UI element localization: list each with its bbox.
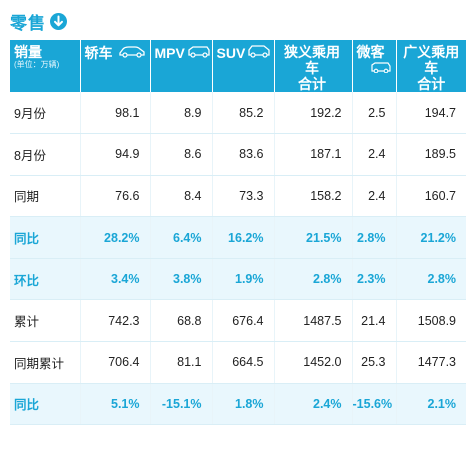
table-cell: 94.9 xyxy=(80,133,151,176)
sales-table: 销量 (单位：万辆) 轿车 MPV xyxy=(10,40,466,426)
header-narrow-total-line2: 合计 xyxy=(298,76,326,92)
row-label: 同期累计 xyxy=(10,341,81,384)
table-cell: 1452.0 xyxy=(274,341,353,384)
table-cell: 98.1 xyxy=(80,92,151,135)
header-narrow-total-line1: 狭义乘用车 xyxy=(284,44,340,76)
table-cell: 194.7 xyxy=(396,92,466,135)
row-label: 8月份 xyxy=(10,133,81,176)
header-unit: (单位：万辆) xyxy=(14,60,60,69)
header-narrow-total: 狭义乘用车 合计 xyxy=(274,40,353,92)
title-text: 零售 xyxy=(10,13,46,33)
table-cell: 1.8% xyxy=(212,383,275,426)
row-label: 同比 xyxy=(10,383,81,426)
table-cell: 2.4 xyxy=(352,175,397,218)
table-row: 同比 5.1% -15.1% 1.8% 2.4% -15.6% 2.1% xyxy=(10,383,466,426)
table-cell: 1.9% xyxy=(212,258,275,301)
table-cell: 2.5 xyxy=(352,92,397,135)
table-header-row: 销量 (单位：万辆) 轿车 MPV xyxy=(10,40,466,92)
table-cell: 2.8% xyxy=(352,216,397,259)
header-sales: 销量 (单位：万辆) xyxy=(10,40,81,92)
table-cell: 2.3% xyxy=(352,258,397,301)
table-cell: 2.4 xyxy=(352,133,397,176)
table-cell: 664.5 xyxy=(212,341,275,384)
table-cell: 742.3 xyxy=(80,299,151,343)
table-row: 环比 3.4% 3.8% 1.9% 2.8% 2.3% 2.8% xyxy=(10,258,466,301)
table-cell: 5.1% xyxy=(80,383,151,426)
table-cell: 73.3 xyxy=(212,175,275,218)
row-label: 同期 xyxy=(10,175,81,218)
row-label: 9月份 xyxy=(10,92,81,135)
table-row: 累计 742.3 68.8 676.4 1487.5 21.4 1508.9 xyxy=(10,299,466,343)
minivan-icon xyxy=(370,60,392,78)
table-cell: 85.2 xyxy=(212,92,275,135)
table-cell: 81.1 xyxy=(150,341,213,384)
table-cell: 187.1 xyxy=(274,133,353,176)
table-cell: 21.2% xyxy=(396,216,466,259)
table-cell: 676.4 xyxy=(212,299,275,343)
table-cell: 3.4% xyxy=(80,258,151,301)
header-broad-total-line2: 合计 xyxy=(417,76,446,92)
table-cell: 2.8% xyxy=(274,258,353,301)
row-label: 累计 xyxy=(10,299,81,343)
table-cell: -15.1% xyxy=(150,383,213,426)
table-cell: 25.3 xyxy=(352,341,397,384)
row-label: 环比 xyxy=(10,258,81,301)
table-cell: -15.6% xyxy=(352,383,397,426)
table-row: 同期累计 706.4 81.1 664.5 1452.0 25.3 1477.3 xyxy=(10,341,466,384)
row-label: 同比 xyxy=(10,216,81,259)
table-cell: 1477.3 xyxy=(396,341,466,384)
table-row: 9月份 98.1 8.9 85.2 192.2 2.5 194.7 xyxy=(10,92,466,135)
section-title: 零售 xyxy=(10,9,67,33)
header-suv: SUV xyxy=(212,40,275,92)
table-cell: 2.8% xyxy=(396,258,466,301)
header-minivan: 微客 xyxy=(352,40,397,92)
table-cell: 21.5% xyxy=(274,216,353,259)
table-cell: 158.2 xyxy=(274,175,353,218)
down-arrow-icon[interactable] xyxy=(50,12,67,30)
table-cell: 68.8 xyxy=(150,299,213,343)
mpv-icon xyxy=(187,44,211,61)
table-cell: 2.4% xyxy=(274,383,353,426)
table-cell: 1508.9 xyxy=(396,299,466,343)
header-sedan: 轿车 xyxy=(80,40,151,92)
table-cell: 160.7 xyxy=(396,175,466,218)
table-cell: 706.4 xyxy=(80,341,151,384)
header-suv-label: SUV xyxy=(216,44,246,61)
table-cell: 192.2 xyxy=(274,92,353,135)
table-cell: 189.5 xyxy=(396,133,466,176)
table-cell: 28.2% xyxy=(80,216,151,259)
table-cell: 8.6 xyxy=(150,133,213,176)
header-mpv: MPV xyxy=(150,40,213,92)
header-broad-total-line1: 广义乘用车 xyxy=(403,44,460,76)
table-cell: 83.6 xyxy=(212,133,275,176)
sedan-icon xyxy=(118,44,146,61)
table-cell: 21.4 xyxy=(352,299,397,343)
header-minivan-label: 微客 xyxy=(356,44,385,60)
table-cell: 6.4% xyxy=(150,216,213,259)
table-row: 8月份 94.9 8.6 83.6 187.1 2.4 189.5 xyxy=(10,133,466,176)
table-cell: 1487.5 xyxy=(274,299,353,343)
suv-icon xyxy=(247,44,271,61)
header-broad-total: 广义乘用车 合计 xyxy=(396,40,466,92)
table-cell: 3.8% xyxy=(150,258,213,301)
table-row: 同期 76.6 8.4 73.3 158.2 2.4 160.7 xyxy=(10,175,466,218)
table-row: 同比 28.2% 6.4% 16.2% 21.5% 2.8% 21.2% xyxy=(10,216,466,259)
table-cell: 8.9 xyxy=(150,92,213,135)
table-cell: 2.1% xyxy=(396,383,466,426)
header-sedan-label: 轿车 xyxy=(84,44,113,61)
table-cell: 16.2% xyxy=(212,216,275,259)
header-sales-label: 销量 xyxy=(14,44,42,60)
table-cell: 76.6 xyxy=(80,175,151,218)
table-cell: 8.4 xyxy=(150,175,213,218)
header-mpv-label: MPV xyxy=(154,44,185,61)
